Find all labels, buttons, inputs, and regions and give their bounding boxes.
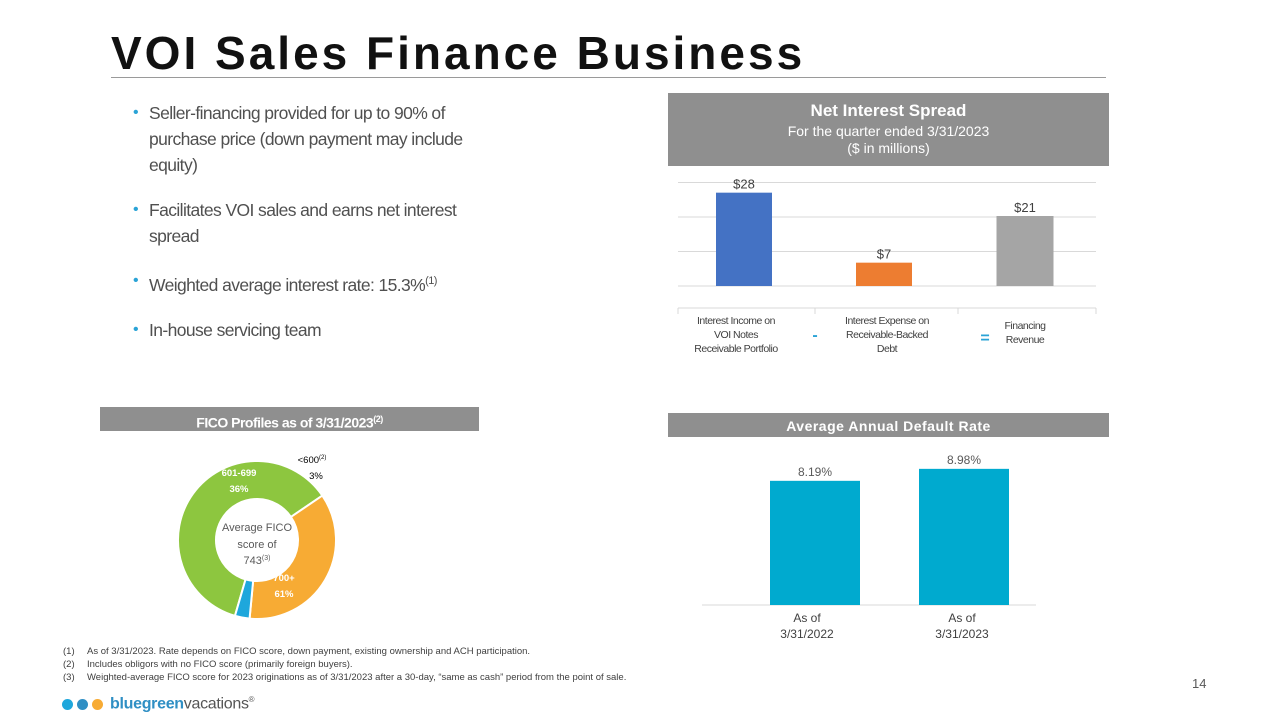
bar	[770, 480, 860, 605]
logo-dot-icon	[77, 698, 88, 710]
donut-slice	[177, 460, 324, 618]
fico-header: FICO Profiles as of 3/31/2023(2)	[100, 407, 479, 431]
net-interest-title: Net Interest Spread	[810, 101, 967, 120]
footnote-number: (2)	[63, 659, 75, 670]
bar-value-label: 8.19%	[798, 465, 832, 479]
bullet-item: • Seller-financing provided for up to 90%…	[133, 100, 503, 178]
bar	[856, 262, 912, 286]
footnote-ref: (1)	[425, 275, 437, 287]
logo-wordmark-light: vacations	[183, 695, 249, 713]
title-divider	[111, 77, 1106, 78]
bar-value-label: $28	[733, 177, 755, 192]
footnotes: (1) As of 3/31/2023. Rate depends on FICO…	[63, 645, 626, 684]
bar-value-label: $21	[1014, 200, 1036, 215]
fico-title: FICO Profiles as of 3/31/2023	[196, 414, 374, 431]
donut-center-label: 743(3)	[244, 555, 271, 567]
bullet-text: In-house servicing team	[149, 319, 322, 340]
logo-dot-icon	[62, 698, 73, 710]
footnote: (2) Includes obligors with no FICO score …	[63, 658, 626, 671]
bar-value-label: 8.98%	[947, 453, 981, 467]
bullet-item: • Facilitates VOI sales and earns net int…	[133, 197, 503, 249]
net-interest-subtitle: For the quarter ended 3/31/2023	[787, 123, 990, 139]
category-label: Revenue	[1006, 334, 1045, 346]
category-label: Debt	[877, 343, 898, 355]
donut-slice	[248, 494, 337, 620]
category-label: VOI Notes	[714, 329, 758, 341]
bar	[996, 216, 1054, 286]
slice-percent: 3%	[309, 471, 323, 482]
donut-center-label: score of	[237, 539, 277, 551]
minus-operator: -	[812, 327, 817, 344]
category-label: Receivable-Backed	[846, 329, 929, 341]
donut-center-label: Average FICO	[222, 522, 293, 534]
bullet-item: • Weighted average interest rate: 15.3%(1…	[133, 268, 503, 298]
page-title: VOI Sales Finance Business	[111, 27, 806, 79]
default-rate-header: Average Annual Default Rate	[668, 413, 1109, 437]
bullet-text: Facilitates VOI sales and earns net inte…	[149, 200, 457, 246]
category-label: Interest Expense on	[845, 315, 930, 327]
bullet-list: • Seller-financing provided for up to 90%…	[133, 100, 503, 362]
category-label: Receivable Portfolio	[694, 343, 778, 355]
footnote-number: (1)	[63, 646, 75, 657]
slice-percent: 61%	[274, 589, 294, 600]
footnote-text: Includes obligors with no FICO score (pr…	[87, 659, 353, 670]
footnote-text: Weighted-average FICO score for 2023 ori…	[87, 672, 627, 683]
fico-donut-chart: 700+ 61% 601-699 36% <600(2) 3% Average FICO sc…	[177, 455, 337, 620]
slice-label: 700+	[273, 573, 295, 584]
bullet-dot-icon: •	[133, 272, 139, 289]
fico-title-footnote: (2)	[373, 414, 383, 424]
donut-slice	[233, 578, 255, 620]
bar	[919, 468, 1009, 605]
bullet-dot-icon: •	[133, 201, 139, 218]
category-label: 3/31/2023	[935, 627, 989, 641]
logo-dot-icon	[92, 698, 103, 710]
net-interest-chart: $28 $7 $21 Interest Income on VOI Notes Recei…	[677, 177, 1097, 355]
bluegreen-logo: bluegreenvacations®	[62, 694, 255, 714]
bullet-text: Weighted average interest rate: 15.3%	[149, 274, 426, 295]
category-label: As of	[793, 611, 821, 625]
net-interest-header: Net Interest Spread For the quarter ende…	[668, 93, 1109, 166]
footnote-number: (3)	[63, 672, 75, 683]
category-label: Financing	[1004, 320, 1046, 332]
logo-wordmark-bold: bluegreen	[110, 695, 184, 713]
bar	[716, 192, 772, 286]
bullet-dot-icon: •	[133, 320, 139, 338]
logo-wordmark: bluegreenvacations®	[110, 694, 255, 713]
slice-label: 601-699	[222, 468, 257, 479]
equals-operator: =	[980, 330, 989, 347]
footnote-text: As of 3/31/2023. Rate depends on FICO sc…	[87, 646, 531, 657]
bullet-dot-icon: •	[133, 104, 139, 121]
footnote: (3) Weighted-average FICO score for 2023 …	[63, 671, 626, 684]
slice-label-footnote: (2)	[319, 455, 326, 461]
bar-value-label: $7	[877, 247, 891, 262]
net-interest-units: ($ in millions)	[847, 140, 930, 156]
category-label: 3/31/2022	[780, 627, 834, 641]
category-label: As of	[948, 611, 976, 625]
logo-registered-mark: ®	[248, 694, 255, 704]
footnote: (1) As of 3/31/2023. Rate depends on FICO…	[63, 645, 626, 658]
donut-center-footnote: (3)	[262, 555, 271, 562]
bullet-text: Seller-financing provided for up to 90% …	[149, 103, 463, 175]
page-number: 14	[1192, 676, 1207, 691]
bullet-item: • In-house servicing team	[133, 317, 503, 343]
category-label: Interest Income on	[697, 315, 776, 327]
default-rate-chart: 8.19% As of 3/31/2022 8.98% As of 3/31/2023	[702, 453, 1036, 641]
slice-percent: 36%	[229, 484, 249, 495]
slice-label: <600(2)	[298, 455, 327, 466]
